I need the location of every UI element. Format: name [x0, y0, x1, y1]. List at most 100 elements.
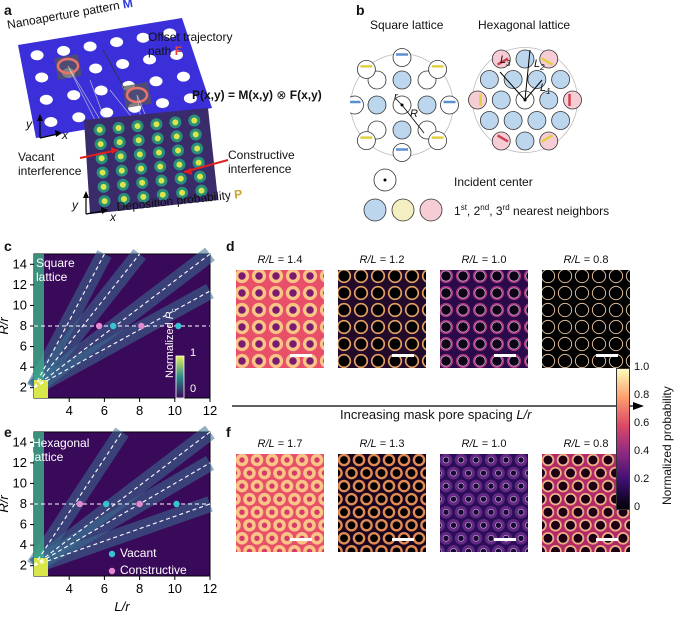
- chart-corner-glow: [34, 380, 48, 398]
- map-hole: [508, 321, 520, 333]
- square-outer-site: [350, 95, 364, 115]
- map-hole: [588, 533, 598, 544]
- hex-lattice-site: [479, 111, 499, 130]
- map-hole: [370, 482, 378, 490]
- square-lattice-site: [392, 70, 412, 90]
- map-hole: [440, 321, 452, 333]
- map-hole: [261, 470, 268, 476]
- map-hole: [338, 355, 350, 367]
- mask-hole: [136, 32, 150, 43]
- square-lattice-site: [417, 95, 437, 115]
- map-hole: [508, 338, 520, 350]
- x-tick-label: 4: [66, 403, 73, 418]
- map-hole: [372, 304, 384, 316]
- map-hole: [347, 495, 356, 504]
- map-hole: [261, 522, 268, 528]
- hex-lattice-site: [539, 90, 559, 110]
- legend-constructive: Constructive: [120, 563, 187, 577]
- y-tick-label: 2: [20, 558, 27, 573]
- map-hole: [377, 495, 386, 504]
- mask-hole: [183, 93, 197, 104]
- map-hole: [347, 469, 356, 477]
- map-hole: [321, 470, 324, 476]
- map-hole: [306, 548, 313, 552]
- f-probability-map: [236, 454, 324, 552]
- map-hole: [299, 457, 305, 463]
- map-hole: [306, 289, 314, 297]
- deposition-core: [140, 193, 147, 200]
- mask-hole: [89, 63, 103, 74]
- map-hole: [525, 522, 528, 529]
- map-hole: [239, 457, 245, 463]
- map-hole: [377, 521, 386, 530]
- x-tick-label: 4: [66, 581, 73, 596]
- constructive-point: [95, 322, 103, 330]
- map-hole: [355, 534, 363, 543]
- map-hole: [299, 509, 305, 515]
- vacant-point: [173, 500, 180, 508]
- panel-e-label: e: [4, 424, 12, 440]
- map-hole: [488, 535, 494, 542]
- panel-f-label: f: [226, 424, 231, 440]
- map-hole: [565, 520, 576, 531]
- hex-lattice-title: Hexagonal lattice: [478, 18, 571, 32]
- map-blob: [236, 466, 241, 480]
- map-hole: [400, 482, 408, 490]
- mask-axis-y: y: [26, 117, 32, 131]
- map-hole: [603, 507, 613, 517]
- map-hole: [406, 304, 418, 316]
- map-hole: [495, 470, 502, 477]
- map-hole: [595, 468, 606, 478]
- map-hole: [423, 288, 426, 298]
- hex-overlap-arc: [496, 134, 509, 143]
- map-hole: [406, 270, 418, 282]
- scale-bar: [392, 538, 414, 541]
- map-hole: [246, 470, 253, 476]
- map-hole: [338, 469, 341, 477]
- map-blob: [318, 492, 324, 506]
- map-hole: [592, 337, 606, 351]
- deposition-core: [198, 187, 205, 194]
- map-hole: [440, 287, 452, 299]
- map-hole: [291, 522, 298, 528]
- constructive-label: Constructive interference: [228, 148, 295, 176]
- hex-vector-L2: [524, 49, 531, 101]
- hex-lattice-site: [539, 131, 559, 151]
- map-hole: [450, 548, 457, 552]
- map-hole: [355, 287, 367, 299]
- y-tick-label: 10: [13, 475, 27, 490]
- probability-colorbar: [616, 368, 630, 510]
- colorbar-tick: 1.0: [634, 361, 650, 373]
- map-hole: [372, 287, 384, 299]
- map-hole: [284, 457, 290, 463]
- map-hole: [338, 270, 350, 282]
- mask-hole: [163, 28, 177, 39]
- map-blob: [522, 466, 528, 480]
- mask-hole: [30, 50, 44, 61]
- mask-axis-x: x: [62, 128, 68, 142]
- map-hole: [543, 507, 553, 517]
- y-tick-label: 12: [13, 455, 27, 470]
- map-hole: [284, 535, 290, 541]
- mask-hole: [94, 85, 108, 96]
- map-hole: [272, 340, 280, 348]
- x-tick-label: 10: [168, 581, 182, 596]
- map-hole: [236, 496, 238, 502]
- mask-hole: [110, 37, 124, 48]
- deposition-core: [139, 179, 146, 186]
- map-hole: [415, 482, 423, 490]
- map-hole: [385, 482, 393, 490]
- y-axis-label: R/r: [0, 495, 11, 513]
- map-hole: [595, 520, 606, 531]
- map-hole: [372, 355, 384, 367]
- map-hole: [289, 323, 297, 331]
- map-hole: [306, 470, 313, 476]
- map-hole: [340, 534, 348, 543]
- vacant-label: Vacant interference: [18, 150, 82, 178]
- map-hole: [370, 508, 378, 517]
- map-hole: [558, 286, 572, 300]
- map-hole: [389, 304, 401, 316]
- map-hole: [407, 547, 416, 552]
- deposition-core: [191, 117, 198, 124]
- chart-c-title: Square lattice: [36, 256, 75, 284]
